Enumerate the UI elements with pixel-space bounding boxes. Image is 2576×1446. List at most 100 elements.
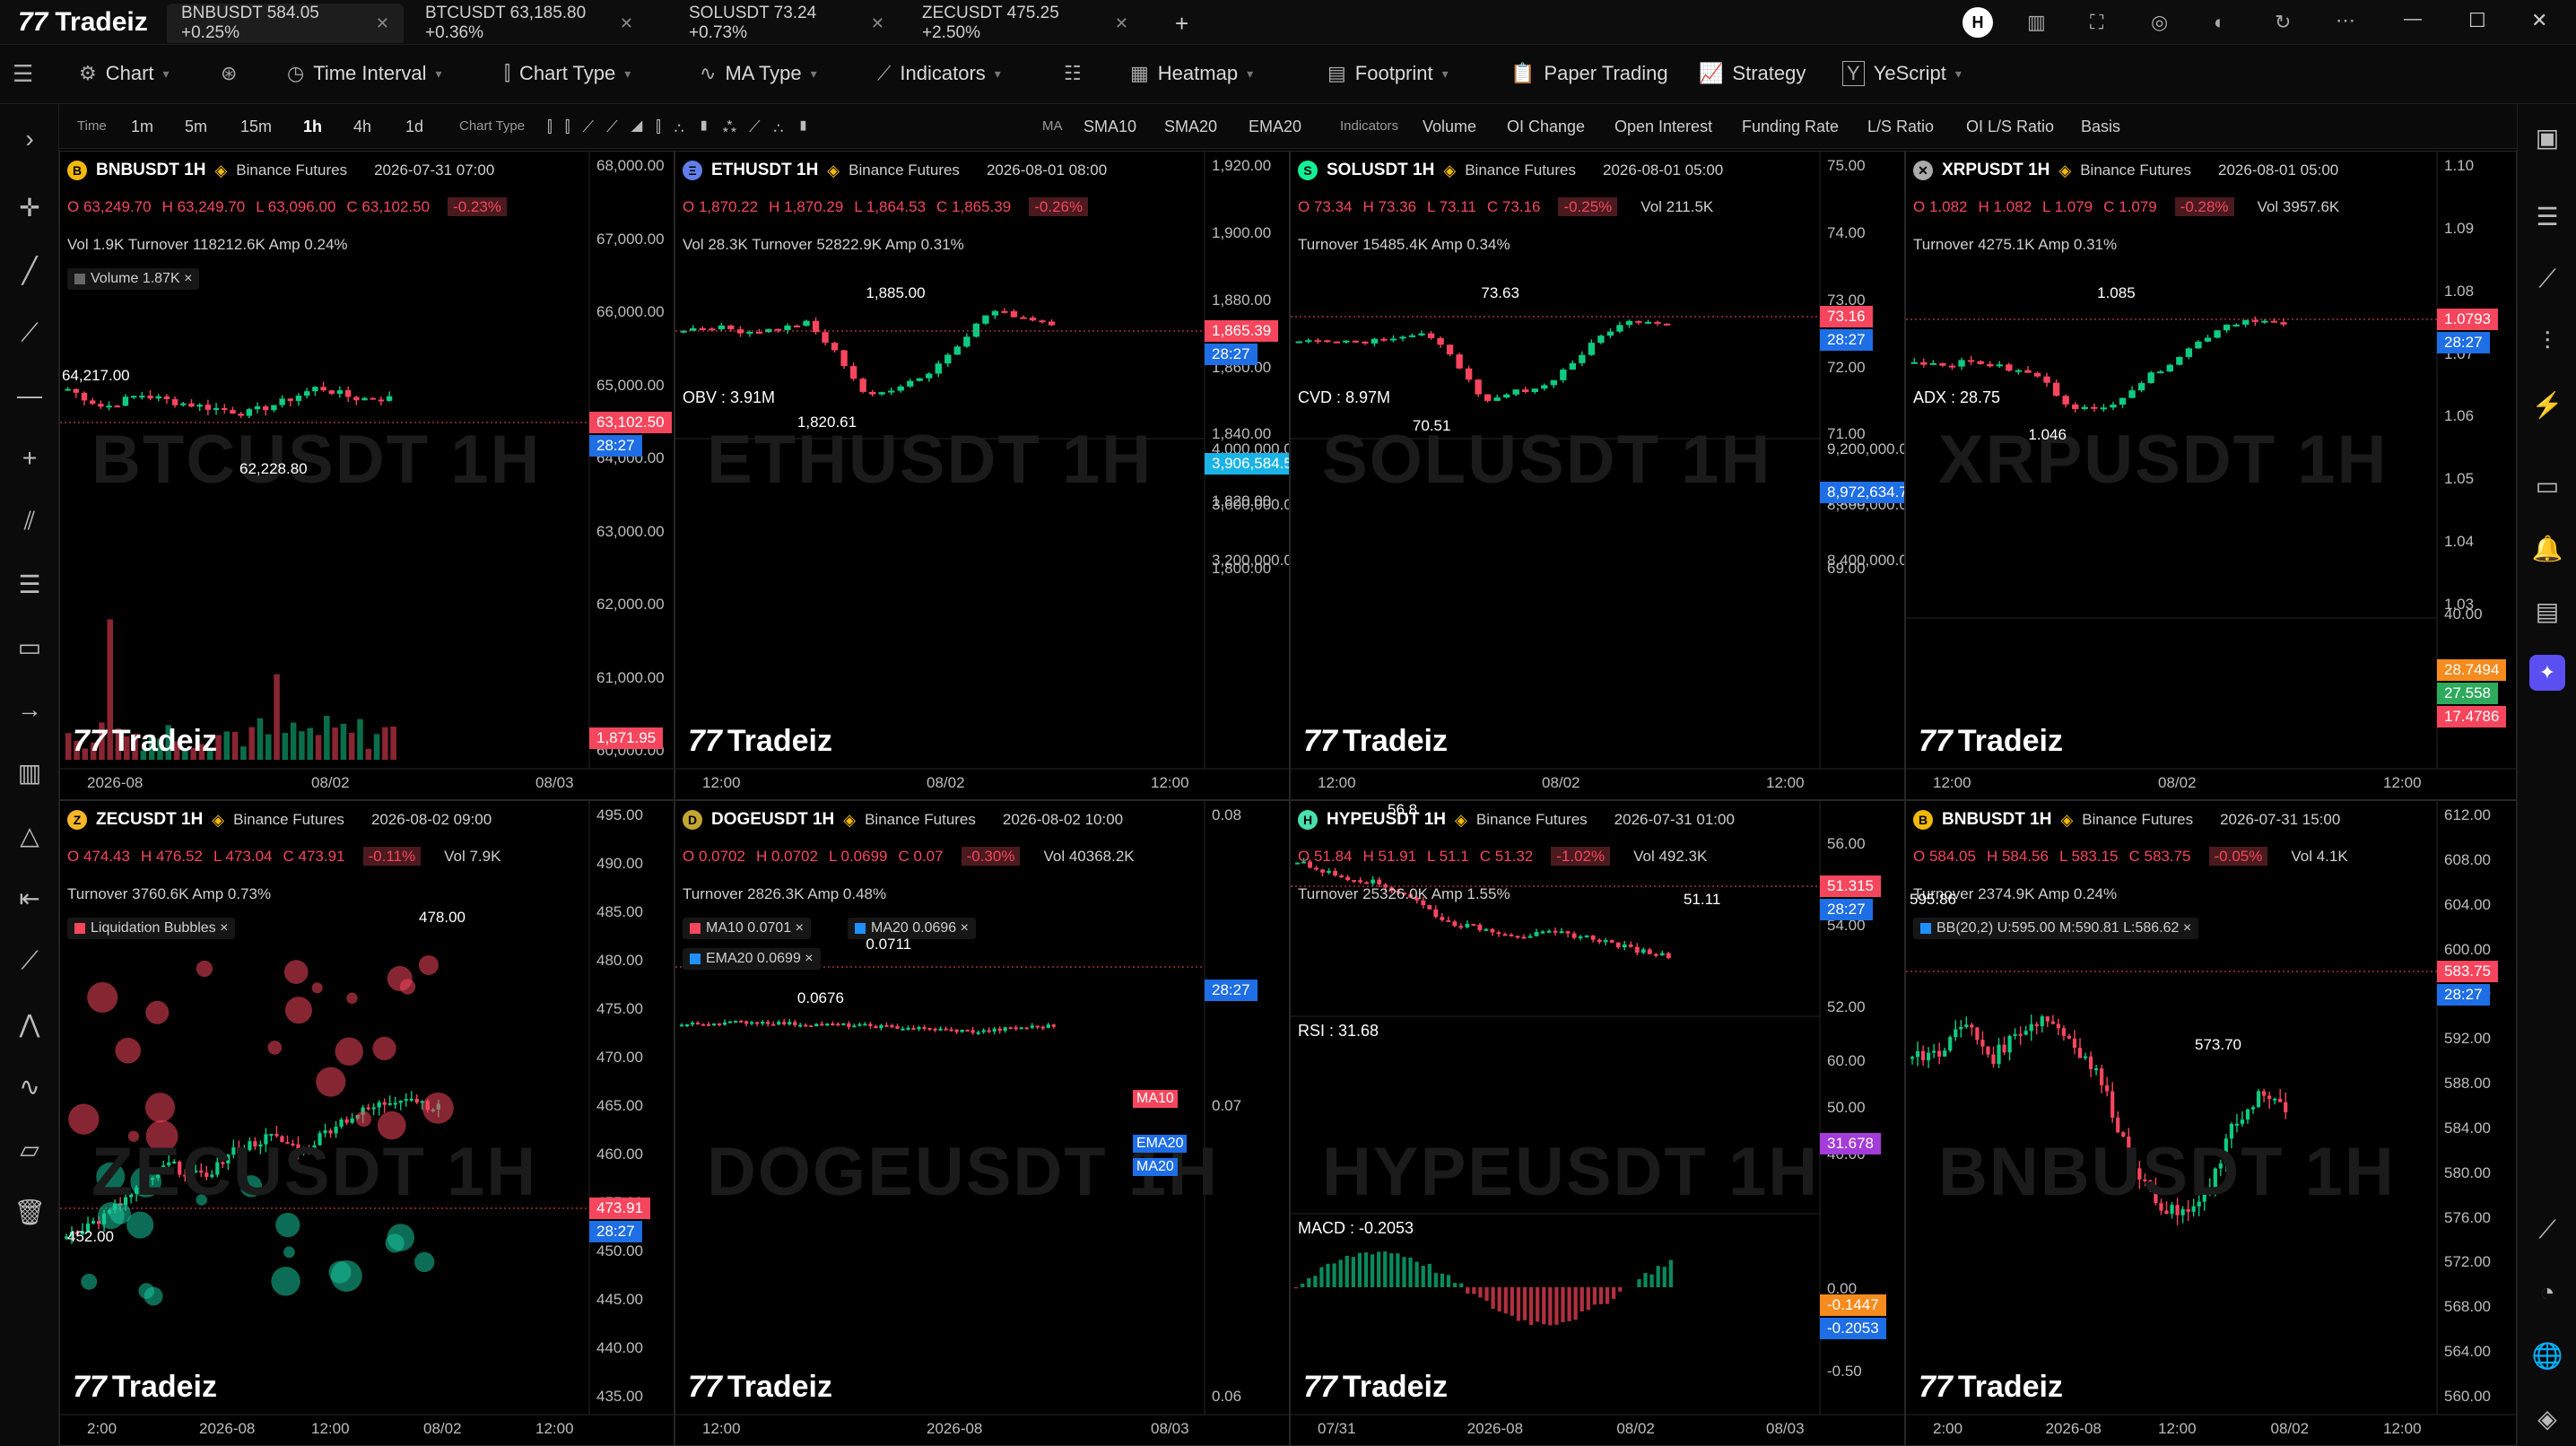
list-icon[interactable]: ☰ (2536, 202, 2559, 231)
speed-icon[interactable]: ◔ (2539, 1278, 2555, 1306)
symbol-name[interactable]: SOLUSDT 1H (1327, 161, 1435, 179)
ma-sma10[interactable]: SMA10 (1083, 118, 1137, 135)
chart-canvas[interactable] (1906, 152, 2517, 800)
close-tab-icon[interactable]: ✕ (375, 13, 389, 32)
ai-assistant-button[interactable]: ✦ (2529, 655, 2565, 691)
crosshair-icon[interactable]: ✛ (19, 193, 40, 222)
heatmap-menu[interactable]: ▦ Heatmap ▾ (1130, 62, 1254, 84)
depth-icon[interactable]: ⫶ (2544, 327, 2551, 355)
interval-1h[interactable]: 1h (303, 118, 323, 135)
ind-oi-ls-ratio[interactable]: OI L/S Ratio (1966, 118, 2055, 135)
minimize-button[interactable]: — (2404, 9, 2422, 29)
ma-ema20[interactable]: EMA20 (1249, 118, 1302, 135)
interval-4h[interactable]: 4h (353, 118, 372, 135)
refresh-icon[interactable]: ↻ (2275, 11, 2292, 33)
ind-basis[interactable]: Basis (2081, 118, 2121, 135)
chart-canvas[interactable] (675, 801, 1290, 1446)
chart-panel-p1[interactable]: BTCUSDT 1H B BNBUSDT 1H ◈ Binance Futures 202… (59, 151, 674, 800)
symbol-name[interactable]: XRPUSDT 1H (1942, 161, 2050, 179)
chart-canvas[interactable] (1291, 801, 1905, 1446)
indicator-tag[interactable]: Volume 1.87K × (67, 268, 200, 290)
horizontal-line-icon[interactable]: — (17, 381, 42, 409)
close-tab-icon[interactable]: ✕ (1114, 13, 1128, 32)
time-interval-menu[interactable]: ◷ Time Interval ▾ (287, 62, 442, 84)
interval-5m[interactable]: 5m (185, 118, 208, 135)
chart-panel-p2[interactable]: ETHUSDT 1H Ξ ETHUSDT 1H ◈ Binance Futures 202… (674, 151, 1290, 800)
ind-funding-rate[interactable]: Funding Rate (1742, 118, 1840, 135)
symbol-name[interactable]: ETHUSDT 1H (711, 161, 819, 179)
indicator-tag[interactable]: Liquidation Bubbles × (67, 918, 236, 939)
wave-icon[interactable]: ∿ (19, 1072, 40, 1101)
interval-1d[interactable]: 1d (405, 118, 424, 135)
pattern-icon[interactable]: ⋀ (19, 1009, 40, 1038)
path-icon[interactable]: ⟋ (21, 945, 39, 974)
close-tab-icon[interactable]: ✕ (870, 13, 884, 32)
bell-icon[interactable]: 🔔 (2531, 534, 2563, 562)
tab-solusdt[interactable]: SOLUSDT 73.24 +0.73% ✕ (689, 4, 884, 42)
indicator-tag[interactable]: BB(20,2) U:595.00 M:590.81 L:586.62 × (1913, 918, 2199, 939)
fib-icon[interactable]: ☰ (18, 570, 41, 598)
chart-line-icon[interactable]: ⟋ (2538, 264, 2556, 292)
symbol-name[interactable]: ZECUSDT 1H (96, 810, 204, 829)
symbol-name[interactable]: HYPEUSDT 1H (1327, 810, 1447, 829)
trash-icon[interactable]: 🗑 (13, 1198, 46, 1226)
chart-canvas[interactable] (60, 152, 674, 800)
ma-sma20[interactable]: SMA20 (1164, 118, 1218, 135)
close-button[interactable]: ✕ (2531, 9, 2548, 31)
ind-open-interest[interactable]: Open Interest (1614, 118, 1713, 135)
symbol-name[interactable]: BNBUSDT 1H (96, 161, 206, 179)
maximize-button[interactable]: ☐ (2468, 9, 2486, 31)
theme-icon[interactable]: ◐ (2214, 11, 2226, 33)
layers-icon[interactable]: ◈ (2537, 1404, 2557, 1433)
yescript-menu[interactable]: Y YeScript ▾ (1842, 56, 1962, 91)
ruler-icon[interactable]: ▱ (20, 1135, 39, 1163)
rectangle-icon[interactable]: ▭ (17, 632, 42, 661)
ind-oi-change[interactable]: OI Change (1507, 118, 1586, 135)
ma-tag[interactable]: MA10 0.0701 × (683, 918, 811, 939)
globe-icon[interactable]: 🌐 (2531, 1341, 2563, 1370)
notes-icon[interactable]: ▤ (2535, 597, 2560, 625)
ma-tag[interactable]: EMA20 0.0699 × (683, 948, 821, 970)
bars-icon[interactable]: ▥ (17, 758, 42, 787)
menu-icon[interactable]: ☰ (13, 59, 34, 87)
chart-panel-p6[interactable]: DOGEUSDT 1H D DOGEUSDT 1H ◈ Binance Futures 2… (674, 800, 1290, 1446)
chart-panel-p3[interactable]: SOLUSDT 1H S SOLUSDT 1H ◈ Binance Futures 202… (1290, 151, 1905, 800)
settings-icon[interactable]: ⊛ (221, 62, 238, 84)
ind-volume[interactable]: Volume (1423, 118, 1477, 135)
tab-zecusdt[interactable]: ZECUSDT 475.25 +2.50% ✕ (922, 4, 1128, 42)
layout-icon[interactable]: ▥ (2027, 11, 2046, 33)
chart-menu[interactable]: ⚙ Chart ▾ (79, 62, 170, 84)
arrow-icon[interactable]: → (17, 695, 42, 723)
ma-type-menu[interactable]: ∿ MA Type ▾ (700, 62, 817, 84)
strategy-button[interactable]: 📈 Strategy (1699, 62, 1806, 84)
trendline-icon[interactable]: ╱ (22, 256, 38, 284)
cross-line-icon[interactable]: + (22, 444, 38, 472)
expand-icon[interactable]: › (25, 125, 34, 152)
chart-panel-p8[interactable]: BNBUSDT 1H B BNBUSDT 1H ◈ Binance Futures 202… (1905, 800, 2517, 1446)
fullscreen-icon[interactable]: ⛶ (2090, 11, 2104, 33)
paper-trading-button[interactable]: 📋 Paper Trading (1510, 62, 1668, 84)
indicators-menu[interactable]: ⟋ Indicators ▾ (877, 62, 1001, 84)
chart-canvas[interactable] (1291, 152, 1905, 800)
chart-canvas[interactable] (60, 801, 674, 1446)
chart-panel-p4[interactable]: XRPUSDT 1H ✕ XRPUSDT 1H ◈ Binance Futures 202… (1905, 151, 2517, 800)
range-icon[interactable]: ⇤ (19, 884, 40, 912)
avatar[interactable]: H (1962, 7, 1993, 38)
new-tab-button[interactable]: + (1175, 9, 1189, 37)
trend-icon[interactable]: ⟋ (2538, 1215, 2556, 1243)
triangle-icon[interactable]: △ (20, 821, 39, 849)
symbol-name[interactable]: DOGEUSDT 1H (711, 810, 835, 829)
chat-icon[interactable]: ▭ (2535, 471, 2560, 500)
channel-icon[interactable]: ⫽ (23, 506, 36, 535)
more-icon[interactable]: ⋯ (2336, 9, 2355, 31)
interval-1m[interactable]: 1m (131, 118, 154, 135)
chart-panel-p7[interactable]: HYPEUSDT 1H H HYPEUSDT 1H ◈ Binance Futures 2… (1290, 800, 1905, 1446)
footprint-menu[interactable]: ▤ Footprint ▾ (1327, 62, 1449, 84)
flash-icon[interactable]: ⚡ (2531, 390, 2563, 419)
interval-15m[interactable]: 15m (240, 118, 273, 135)
ray-icon[interactable]: ⟋ (21, 318, 39, 346)
close-tab-icon[interactable]: ✕ (619, 13, 633, 32)
tab-btcusdt[interactable]: BTCUSDT 63,185.80 +0.36% ✕ (425, 4, 633, 42)
chart-type-menu[interactable]: ⫿ Chart Type ▾ (504, 62, 631, 84)
chart-canvas[interactable] (1906, 801, 2517, 1446)
